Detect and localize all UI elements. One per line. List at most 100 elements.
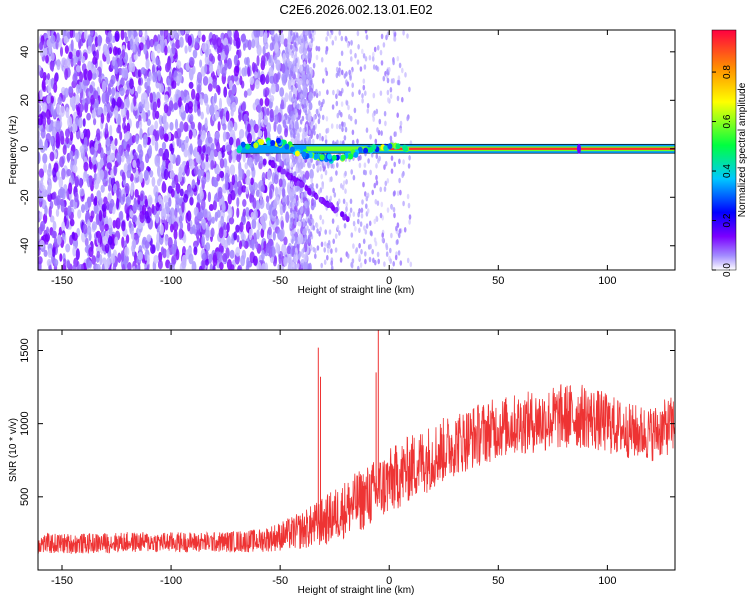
noise-speckle: [158, 83, 165, 93]
noise-speckle: [200, 111, 204, 120]
noise-speckle: [201, 130, 207, 140]
noise-speckle: [102, 235, 108, 246]
noise-speckle: [261, 263, 267, 270]
noise-speckle: [151, 176, 156, 187]
noise-speckle: [252, 182, 258, 191]
noise-speckle: [369, 134, 372, 140]
noise-speckle: [289, 201, 293, 208]
y-tick-label: 40: [19, 46, 31, 58]
noise-speckle: [79, 71, 84, 83]
noise-speckle: [305, 30, 308, 36]
noise-speckle: [396, 55, 400, 62]
noise-speckle: [117, 47, 122, 55]
noise-speckle: [74, 176, 80, 188]
noise-speckle: [279, 230, 284, 242]
noise-speckle: [266, 107, 270, 116]
noise-speckle: [220, 150, 225, 159]
noise-speckle: [357, 44, 360, 50]
noise-speckle: [340, 111, 343, 118]
noise-speckle: [338, 30, 342, 36]
noise-speckle: [120, 30, 125, 41]
noise-speckle: [90, 30, 94, 37]
y-tick-label: -20: [19, 189, 31, 205]
noise-speckle: [336, 139, 339, 146]
noise-speckle: [264, 30, 268, 38]
noise-speckle: [217, 251, 223, 263]
noise-speckle: [319, 214, 322, 221]
noise-speckle: [390, 204, 394, 210]
noise-speckle: [137, 221, 143, 230]
noise-speckle: [236, 197, 240, 208]
noise-speckle: [105, 137, 111, 147]
noise-speckle: [115, 72, 119, 82]
noise-speckle: [348, 69, 351, 76]
noise-speckle: [142, 112, 147, 123]
noise-speckle: [136, 158, 140, 169]
noise-speckle: [131, 239, 137, 249]
noise-speckle: [379, 186, 383, 193]
noise-speckle: [340, 35, 344, 42]
noise-speckle: [122, 193, 126, 203]
noise-speckle: [309, 33, 313, 39]
noise-speckle: [155, 201, 160, 212]
noise-speckle: [50, 135, 54, 147]
noise-speckle: [127, 162, 132, 173]
noise-speckle: [195, 92, 200, 102]
noise-speckle: [349, 75, 352, 81]
x-tick-label: 100: [598, 575, 616, 587]
noise-speckle: [293, 114, 297, 121]
noise-speckle: [373, 237, 377, 243]
noise-speckle: [47, 192, 53, 202]
noise-speckle: [259, 98, 264, 107]
noise-speckle: [219, 261, 224, 270]
noise-speckle: [116, 189, 120, 198]
noise-speckle: [372, 257, 375, 264]
noise-speckle: [315, 45, 319, 52]
noise-speckle: [397, 79, 401, 86]
noise-speckle: [56, 234, 62, 246]
noise-speckle: [366, 102, 370, 109]
noise-speckle: [138, 171, 144, 184]
noise-speckle: [149, 170, 154, 178]
noise-speckle: [324, 229, 328, 235]
noise-speckle: [265, 242, 271, 254]
noise-speckle: [360, 248, 363, 255]
noise-speckle: [204, 117, 208, 129]
noise-speckle: [227, 57, 232, 70]
noise-speckle: [285, 69, 290, 78]
noise-speckle: [63, 258, 67, 266]
noise-speckle: [103, 105, 108, 116]
noise-speckle: [99, 157, 104, 169]
noise-speckle: [236, 207, 240, 218]
noise-speckle: [76, 105, 81, 116]
noise-speckle: [40, 127, 46, 139]
noise-speckle: [55, 120, 61, 130]
noise-speckle: [188, 68, 194, 78]
noise-speckle: [112, 46, 118, 56]
noise-speckle: [200, 167, 205, 177]
noise-speckle: [319, 226, 322, 233]
noise-speckle: [91, 109, 96, 119]
noise-speckle: [53, 82, 58, 93]
noise-speckle: [56, 58, 61, 71]
noise-speckle: [129, 78, 134, 90]
noise-speckle: [125, 196, 131, 206]
signal-cluster-blob: [387, 143, 393, 150]
streak-blob: [314, 193, 319, 200]
noise-speckle: [367, 158, 370, 164]
noise-speckle: [245, 186, 249, 195]
noise-speckle: [89, 175, 93, 188]
noise-speckle: [283, 256, 288, 267]
noise-speckle: [154, 140, 159, 152]
noise-speckle: [204, 54, 210, 65]
noise-speckle: [200, 153, 205, 161]
noise-speckle: [213, 180, 219, 188]
noise-speckle: [189, 159, 195, 170]
colorbar-tick-label: 0.4: [722, 164, 733, 178]
noise-speckle: [291, 224, 295, 231]
noise-speckle: [343, 223, 347, 229]
noise-speckle: [178, 228, 183, 240]
noise-speckle: [228, 207, 233, 218]
noise-speckle: [391, 267, 394, 270]
noise-speckle: [74, 154, 78, 166]
